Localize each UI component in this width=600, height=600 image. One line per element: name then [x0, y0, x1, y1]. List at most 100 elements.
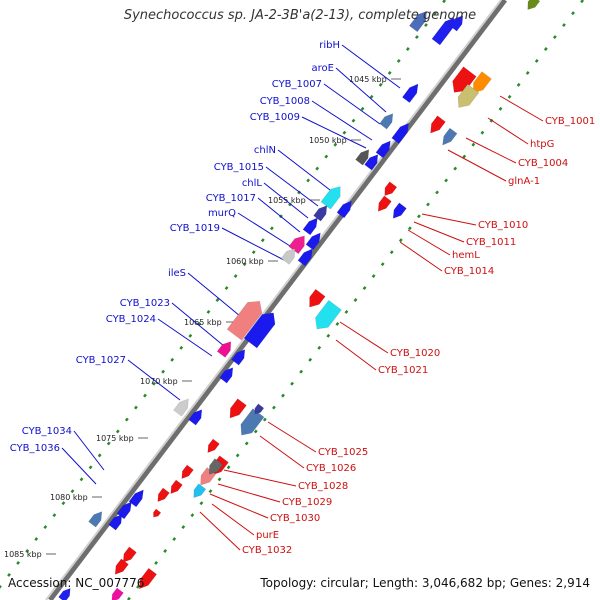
kbp-tick-label: 1060 kbp [226, 257, 264, 266]
kbp-tick-label: 1045 kbp [349, 75, 387, 84]
gene-label-forward: CYB_1027 [76, 355, 126, 366]
gene-arrow [193, 483, 207, 498]
label-connector [335, 339, 377, 371]
label-connector [311, 100, 373, 141]
gene-label-forward: chlL [242, 178, 263, 189]
gene-arrow [355, 149, 370, 166]
label-connector [341, 44, 401, 89]
gene-label-forward: CYB_1034 [22, 426, 72, 437]
gene-arrow [320, 186, 341, 210]
gene-arrow [128, 489, 144, 508]
gene-label-forward: CYB_1009 [250, 112, 300, 123]
gene-arrow [254, 403, 265, 415]
gene-arrow [170, 479, 183, 494]
gene-arrow [173, 398, 189, 417]
kbp-tick-label: 1065 kbp [184, 318, 222, 327]
label-connector [399, 241, 443, 272]
gene-arrow [288, 235, 305, 255]
label-connector [323, 83, 381, 125]
accession-text: Accession: NC_007776 [8, 576, 145, 590]
gene-arrow [153, 508, 162, 518]
tick-track-outer-right [127, 0, 584, 600]
label-connector [217, 483, 281, 503]
label-connector [259, 435, 305, 469]
gene-arrow [114, 558, 129, 575]
gene-arrow [527, 0, 541, 10]
label-connector [171, 302, 225, 347]
gene-label-forward: chlN [254, 145, 276, 156]
label-connector [127, 359, 181, 401]
gene-arrow [280, 248, 296, 265]
gene-label-forward: CYB_1036 [10, 443, 60, 454]
gene-arrow [364, 154, 379, 171]
gene-arrow [309, 288, 326, 308]
gene-arrow [157, 487, 170, 502]
gene-arrow [379, 113, 394, 130]
gene-label-forward: CYB_1019 [170, 223, 220, 234]
label-connector [421, 213, 477, 226]
gene-label-reverse: CYB_1010 [478, 220, 528, 231]
gene-arrow [430, 115, 446, 134]
gene-label-reverse: htpG [530, 139, 554, 150]
label-connector [257, 197, 301, 233]
gene-arrow [188, 409, 203, 426]
gene-label-reverse: CYB_1001 [545, 116, 595, 127]
gene-label-reverse: CYB_1026 [306, 463, 356, 474]
gene-arrow [229, 398, 247, 419]
label-connector [209, 493, 269, 519]
genome-backbone-highlight [45, 0, 502, 600]
gene-arrow [392, 202, 407, 219]
label-connector [265, 166, 319, 207]
kbp-tick-label: 1050 kbp [309, 136, 347, 145]
label-connector [263, 182, 309, 219]
gene-arrow [219, 367, 234, 384]
genome-stats-text: Topology: circular; Length: 3,046,682 bp… [260, 576, 590, 590]
gene-arrow [58, 588, 71, 600]
tick-track-outer-left [0, 0, 446, 589]
gene-label-forward: murQ [208, 208, 236, 219]
gene-labels: ribH aroE CYB_1007 CYB_1008 CYB_1009 chlN CYB_… [10, 40, 595, 556]
kbp-tick-label: 1055 kbp [268, 196, 306, 205]
gene-arrow [377, 195, 392, 212]
label-connector [407, 229, 451, 256]
label-connector [237, 212, 291, 247]
gene-label-forward: CYB_1023 [120, 298, 170, 309]
label-connector [465, 137, 517, 164]
label-connector [211, 503, 255, 536]
gene-arrow [231, 349, 246, 366]
label-connector [339, 321, 389, 354]
gene-arrow [108, 514, 123, 531]
label-connector [73, 430, 105, 471]
gene-arrow [409, 10, 427, 33]
gene-label-reverse: CYB_1020 [390, 348, 440, 359]
label-connector [157, 318, 213, 357]
kbp-tick-label: 1075 kbp [96, 434, 134, 443]
gene-label-forward: ribH [319, 40, 340, 51]
label-connector [187, 272, 241, 317]
label-connector [199, 511, 241, 551]
label-connector [301, 116, 367, 149]
gene-arrow [216, 341, 232, 358]
gene-arrow [122, 546, 137, 563]
gene-arrow [111, 587, 124, 600]
gene-label-reverse: CYB_1004 [518, 158, 568, 169]
map-title: Synechococcus sp. JA-2-3B'a(2-13), compl… [123, 8, 477, 23]
gene-arrow [240, 408, 265, 436]
gene-arrow [139, 567, 157, 590]
gene-arrow [449, 15, 464, 32]
gene-label-reverse: CYB_1025 [318, 447, 368, 458]
gene-label-reverse: CYB_1011 [466, 237, 516, 248]
gene-arrow [226, 301, 263, 341]
label-connector [447, 149, 507, 182]
gene-arrow [243, 312, 276, 349]
gene-arrow [116, 501, 132, 520]
gene-arrow [315, 299, 342, 330]
label-connector [277, 149, 331, 191]
gene-arrow [302, 217, 318, 236]
gene-label-forward: CYB_1024 [106, 314, 156, 325]
gene-label-reverse: glnA-1 [508, 176, 540, 187]
gene-arrow [305, 232, 321, 251]
gene-arrow [336, 200, 352, 219]
kbp-ticks: 1045 kbp 1050 kbp 1055 kbp 1060 kbp 1065 kbp… [4, 75, 401, 559]
